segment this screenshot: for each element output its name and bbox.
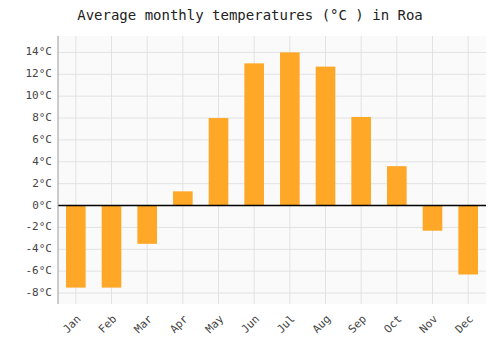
- bar: [102, 206, 122, 288]
- y-tick-label: -6°C: [26, 264, 53, 277]
- y-tick-label: 0°C: [32, 199, 52, 212]
- x-tick-label: Mar: [132, 312, 156, 336]
- bar: [423, 206, 443, 231]
- y-grid-line: [58, 227, 486, 228]
- y-tick-label: -4°C: [26, 242, 53, 255]
- bar: [316, 67, 336, 206]
- y-grid-line: [58, 183, 486, 184]
- x-tick-label: Jun: [239, 313, 262, 336]
- x-grid-line: [432, 36, 433, 304]
- y-axis-line: [58, 36, 59, 304]
- bar: [173, 191, 193, 205]
- bar: [137, 206, 157, 244]
- x-tick-label: May: [203, 312, 227, 336]
- y-grid-line: [58, 139, 486, 140]
- x-tick-label: Feb: [96, 313, 119, 336]
- bar: [280, 52, 300, 205]
- x-tick-label: Oct: [381, 313, 404, 336]
- bar: [387, 166, 407, 205]
- bar: [458, 206, 478, 275]
- y-tick-label: -8°C: [26, 286, 53, 299]
- x-tick-label: Sep: [346, 313, 369, 336]
- x-tick-label: Apr: [167, 312, 191, 336]
- x-tick-label: Jan: [60, 313, 83, 336]
- x-tick-label: Jul: [274, 313, 297, 336]
- y-grid-line: [58, 96, 486, 97]
- y-tick-label: 10°C: [26, 89, 53, 102]
- title: Average monthly temperatures (°C ) in Ro…: [77, 7, 423, 23]
- y-ticks: -8°C -6°C -4°C -2°C 0°C 2°C 4°C 6°C 8°C 10°C 12°C 1…: [26, 45, 53, 299]
- x-grid-line: [182, 36, 183, 304]
- x-tick-label: Aug: [310, 313, 333, 336]
- y-tick-label: 4°C: [32, 155, 52, 168]
- y-grid-line: [58, 205, 486, 206]
- y-grid-line: [58, 271, 486, 272]
- bar: [66, 206, 86, 288]
- y-tick-label: -2°C: [26, 220, 53, 233]
- chart-container: -8°C -6°C -4°C -2°C 0°C 2°C 4°C 6°C 8°C 10°C 12°C 1…: [0, 0, 500, 350]
- y-grid-line: [58, 293, 486, 294]
- bars: [66, 52, 478, 287]
- bar: [209, 118, 229, 206]
- y-grid-line: [58, 118, 486, 119]
- y-grid-line: [58, 52, 486, 53]
- x-grid-line: [147, 36, 148, 304]
- bar: [244, 63, 264, 205]
- grid: [58, 36, 486, 304]
- plot-background: [58, 36, 486, 304]
- y-grid-line: [58, 74, 486, 75]
- y-tick-label: 2°C: [32, 177, 52, 190]
- x-tick-label: Nov: [417, 312, 441, 336]
- y-grid-line: [58, 161, 486, 162]
- y-tick-label: 12°C: [26, 67, 53, 80]
- y-tick-label: 14°C: [26, 45, 53, 58]
- y-grid-line: [58, 249, 486, 250]
- y-tick-label: 6°C: [32, 133, 52, 146]
- bar: [351, 117, 371, 206]
- chart-svg: -8°C -6°C -4°C -2°C 0°C 2°C 4°C 6°C 8°C 10°C 12°C 1…: [0, 0, 500, 350]
- x-tick-label: Dec: [453, 313, 476, 336]
- zero-line: [58, 205, 486, 207]
- y-tick-label: 8°C: [32, 111, 52, 124]
- x-ticks: Jan Feb Mar Apr May Jun Jul Aug Sep Oct Nov Dec: [60, 312, 476, 336]
